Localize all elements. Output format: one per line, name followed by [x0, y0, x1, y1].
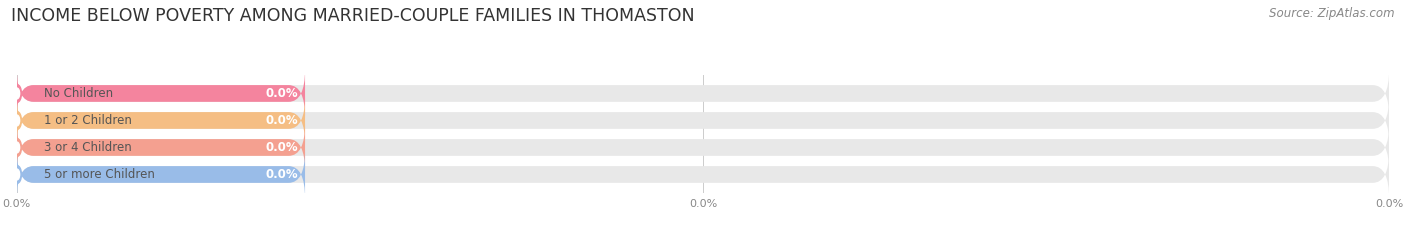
Text: 1 or 2 Children: 1 or 2 Children — [45, 114, 132, 127]
Text: 0.0%: 0.0% — [266, 87, 298, 100]
Text: 0.0%: 0.0% — [266, 168, 298, 181]
Text: No Children: No Children — [45, 87, 114, 100]
FancyBboxPatch shape — [17, 96, 305, 144]
Text: 5 or more Children: 5 or more Children — [45, 168, 155, 181]
FancyBboxPatch shape — [17, 69, 305, 117]
Text: 0.0%: 0.0% — [266, 141, 298, 154]
FancyBboxPatch shape — [17, 123, 305, 171]
Circle shape — [14, 169, 20, 180]
Text: Source: ZipAtlas.com: Source: ZipAtlas.com — [1270, 7, 1395, 20]
Circle shape — [14, 142, 20, 153]
Circle shape — [14, 115, 20, 126]
FancyBboxPatch shape — [17, 96, 1389, 144]
Text: 0.0%: 0.0% — [266, 114, 298, 127]
Circle shape — [14, 88, 20, 99]
Text: 3 or 4 Children: 3 or 4 Children — [45, 141, 132, 154]
FancyBboxPatch shape — [17, 151, 305, 199]
FancyBboxPatch shape — [17, 151, 1389, 199]
Circle shape — [13, 165, 21, 184]
Circle shape — [13, 84, 21, 103]
Circle shape — [13, 111, 21, 130]
FancyBboxPatch shape — [17, 69, 1389, 117]
Circle shape — [13, 138, 21, 157]
Text: INCOME BELOW POVERTY AMONG MARRIED-COUPLE FAMILIES IN THOMASTON: INCOME BELOW POVERTY AMONG MARRIED-COUPL… — [11, 7, 695, 25]
FancyBboxPatch shape — [17, 123, 1389, 171]
